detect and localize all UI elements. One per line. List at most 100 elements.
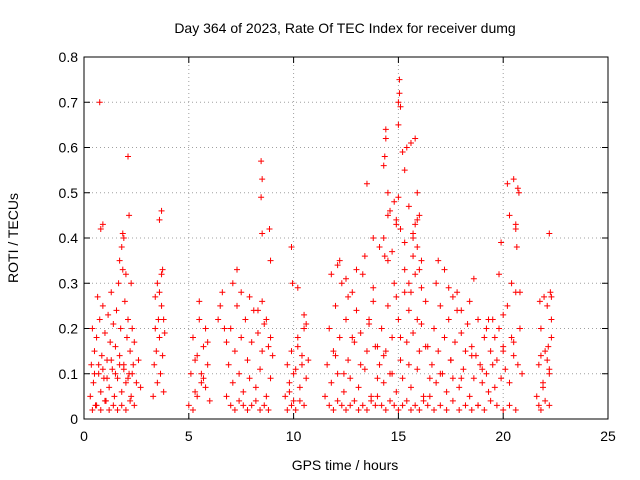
data-point — [368, 397, 375, 404]
data-point — [426, 393, 433, 400]
data-point — [533, 393, 540, 400]
data-point — [516, 289, 523, 296]
data-point — [116, 257, 123, 264]
data-point — [508, 280, 515, 287]
data-point — [514, 361, 521, 368]
data-point — [151, 361, 158, 368]
data-point — [258, 194, 265, 201]
data-point — [107, 339, 114, 346]
data-point — [545, 343, 552, 350]
data-point — [506, 212, 513, 219]
data-point — [382, 126, 389, 133]
data-point — [91, 348, 98, 355]
data-point — [519, 370, 526, 377]
data-point — [204, 361, 211, 368]
data-point — [238, 334, 245, 341]
data-point — [106, 406, 113, 413]
data-point — [351, 397, 358, 404]
data-point — [504, 302, 511, 309]
data-point — [380, 379, 387, 386]
data-point — [481, 334, 488, 341]
data-point — [288, 348, 295, 355]
data-point — [466, 298, 473, 305]
x-tick-label: 0 — [80, 428, 88, 444]
data-point — [254, 307, 261, 314]
data-point — [227, 402, 234, 409]
data-point — [414, 366, 421, 373]
data-point — [93, 334, 100, 341]
data-point — [493, 357, 500, 364]
data-point — [512, 406, 519, 413]
data-point — [468, 343, 475, 350]
data-point — [485, 316, 492, 323]
data-point — [374, 393, 381, 400]
data-point — [343, 316, 349, 323]
data-point — [332, 302, 339, 309]
data-point — [466, 393, 473, 400]
data-point — [424, 402, 431, 409]
data-point — [542, 397, 549, 404]
data-point — [108, 289, 115, 296]
data-point — [441, 266, 448, 273]
data-point — [298, 361, 305, 368]
data-point — [121, 298, 128, 305]
data-point — [401, 239, 408, 246]
data-point — [200, 343, 207, 350]
data-point — [548, 293, 555, 300]
data-point — [135, 357, 142, 364]
data-point — [537, 406, 544, 413]
data-point — [437, 370, 444, 377]
data-point — [115, 280, 122, 287]
data-point — [456, 406, 463, 413]
data-point — [416, 406, 423, 413]
data-point — [393, 388, 400, 395]
data-point — [397, 225, 404, 232]
data-point — [401, 289, 408, 296]
data-point — [389, 334, 396, 341]
data-point — [433, 280, 440, 287]
data-point — [114, 406, 121, 413]
data-point — [104, 375, 111, 382]
data-point — [338, 280, 345, 287]
data-point — [410, 330, 417, 337]
data-point — [382, 135, 389, 142]
data-point — [259, 176, 266, 183]
data-point — [479, 366, 486, 373]
data-point — [159, 266, 166, 273]
data-point — [196, 316, 203, 323]
data-point — [458, 375, 465, 382]
data-point — [384, 302, 391, 309]
y-axis-label: ROTI / TECUs — [5, 193, 21, 283]
data-point — [200, 375, 207, 382]
data-point — [395, 121, 402, 128]
data-point — [137, 384, 144, 391]
data-point — [244, 357, 251, 364]
data-point — [454, 289, 461, 296]
data-point — [96, 99, 103, 106]
data-point — [391, 280, 398, 287]
data-point — [510, 352, 517, 359]
data-point — [500, 348, 507, 355]
data-point — [447, 357, 454, 364]
grid — [84, 57, 608, 419]
data-point — [332, 352, 339, 359]
data-point — [384, 212, 391, 219]
data-point — [236, 370, 243, 377]
data-point — [156, 334, 163, 341]
data-point — [546, 402, 553, 409]
y-tick-label: 0.1 — [59, 366, 79, 382]
data-point — [202, 384, 209, 391]
data-point — [399, 402, 406, 409]
data-point — [537, 325, 544, 332]
data-point — [119, 266, 126, 273]
data-point — [449, 397, 456, 404]
data-point — [462, 402, 469, 409]
data-point — [290, 370, 297, 377]
data-point — [345, 357, 352, 364]
data-point — [405, 203, 412, 210]
x-tick-labels: 0 5 10 15 20 25 — [80, 428, 616, 444]
data-point — [156, 216, 163, 223]
data-point — [387, 397, 394, 404]
data-point — [87, 393, 94, 400]
data-point — [223, 339, 230, 346]
